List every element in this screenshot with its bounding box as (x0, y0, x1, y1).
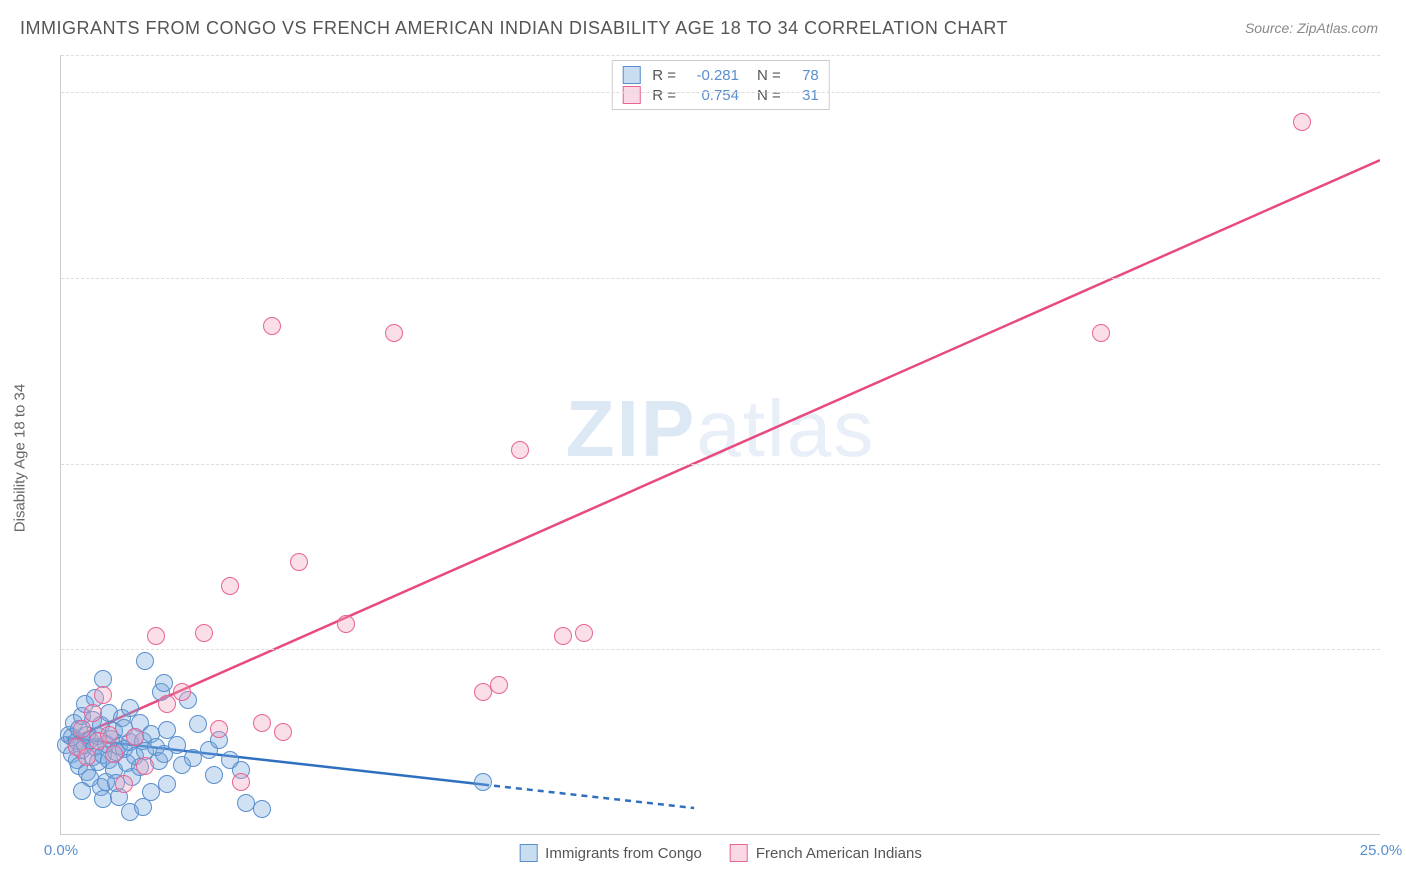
scatter-point (94, 686, 112, 704)
scatter-point (490, 676, 508, 694)
scatter-point (511, 441, 529, 459)
scatter-point (253, 714, 271, 732)
x-tick-label: 25.0% (1360, 842, 1403, 859)
scatter-point (78, 748, 96, 766)
chart-container: Disability Age 18 to 34 ZIPatlas R = -0.… (50, 55, 1390, 860)
legend-label: Immigrants from Congo (545, 845, 702, 862)
legend-swatch-pink (730, 844, 748, 862)
scatter-point (1293, 113, 1311, 131)
chart-title: IMMIGRANTS FROM CONGO VS FRENCH AMERICAN… (20, 18, 1008, 39)
scatter-point (232, 773, 250, 791)
legend-correlation: R = -0.281 N = 78 R = 0.754 N = 31 (611, 60, 830, 110)
legend-swatch-pink (622, 86, 640, 104)
legend-n-label: N = (757, 67, 781, 84)
scatter-point (73, 720, 91, 738)
x-tick-label: 0.0% (44, 842, 78, 859)
scatter-point (115, 775, 133, 793)
legend-row-blue: R = -0.281 N = 78 (622, 65, 819, 85)
legend-n-value: 78 (789, 67, 819, 84)
legend-n-value: 31 (789, 87, 819, 104)
scatter-point (100, 726, 118, 744)
legend-swatch-blue (519, 844, 537, 862)
y-axis-label: Disability Age 18 to 34 (12, 383, 29, 531)
gridline (61, 55, 1380, 56)
legend-series: Immigrants from Congo French American In… (513, 844, 928, 862)
trend-line (483, 785, 694, 808)
scatter-point (474, 773, 492, 791)
source-label: Source: ZipAtlas.com (1245, 20, 1378, 36)
scatter-point (575, 624, 593, 642)
scatter-point (155, 674, 173, 692)
scatter-point (158, 695, 176, 713)
scatter-point (105, 745, 123, 763)
scatter-point (94, 790, 112, 808)
scatter-point (168, 736, 186, 754)
scatter-point (84, 704, 102, 722)
scatter-point (210, 720, 228, 738)
gridline (61, 649, 1380, 650)
scatter-point (189, 715, 207, 733)
legend-label: French American Indians (756, 845, 922, 862)
watermark-light: atlas (696, 384, 875, 473)
plot-area: ZIPatlas R = -0.281 N = 78 R = 0.754 N =… (60, 55, 1380, 835)
scatter-point (205, 766, 223, 784)
legend-swatch-blue (622, 66, 640, 84)
watermark-bold: ZIP (566, 384, 696, 473)
legend-r-value: -0.281 (684, 67, 739, 84)
scatter-point (134, 798, 152, 816)
watermark: ZIPatlas (566, 383, 875, 475)
legend-r-label: R = (652, 67, 676, 84)
scatter-point (147, 627, 165, 645)
scatter-point (274, 723, 292, 741)
scatter-point (73, 782, 91, 800)
trend-line (66, 160, 1380, 741)
scatter-point (263, 317, 281, 335)
scatter-point (195, 624, 213, 642)
legend-r-value: 0.754 (684, 87, 739, 104)
legend-item-pink: French American Indians (730, 844, 922, 862)
scatter-point (554, 627, 572, 645)
scatter-point (136, 652, 154, 670)
legend-r-label: R = (652, 87, 676, 104)
scatter-point (385, 324, 403, 342)
scatter-point (1092, 324, 1110, 342)
scatter-point (337, 615, 355, 633)
legend-item-blue: Immigrants from Congo (519, 844, 702, 862)
scatter-point (221, 577, 239, 595)
legend-row-pink: R = 0.754 N = 31 (622, 85, 819, 105)
gridline (61, 464, 1380, 465)
scatter-point (158, 775, 176, 793)
gridline (61, 92, 1380, 93)
scatter-point (173, 683, 191, 701)
scatter-point (290, 553, 308, 571)
gridline (61, 278, 1380, 279)
scatter-point (136, 757, 154, 775)
scatter-point (126, 728, 144, 746)
scatter-point (253, 800, 271, 818)
legend-n-label: N = (757, 87, 781, 104)
